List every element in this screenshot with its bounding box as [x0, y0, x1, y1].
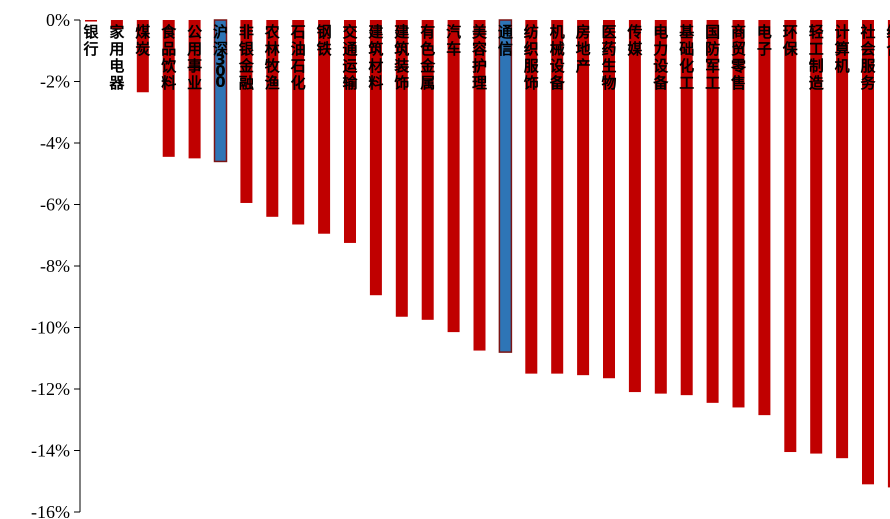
- category-label: 综合: [885, 23, 890, 58]
- bar-17: [498, 19, 513, 353]
- category-label: 汽车: [446, 23, 461, 58]
- bar-27: [758, 20, 771, 416]
- bar-16: [473, 20, 486, 351]
- category-label: 农林牧渔: [264, 23, 281, 92]
- bar-14: [421, 20, 434, 320]
- category-label: 建筑材料: [367, 23, 384, 92]
- bar-32: [887, 20, 890, 488]
- bar-12: [369, 20, 382, 296]
- y-tick-label: -10%: [31, 318, 70, 338]
- bar-23: [654, 20, 667, 394]
- category-label: 煤炭: [135, 23, 150, 58]
- y-axis: 0% -2% -4% -6% -8% -10% -12% -14% -16%: [31, 10, 81, 519]
- bar-21: [603, 20, 615, 379]
- bar-28: [784, 20, 797, 453]
- y-tick-label: 0%: [46, 10, 70, 30]
- y-tick-label: -2%: [40, 72, 70, 92]
- category-label: 建筑装饰: [393, 23, 410, 92]
- bar-20: [577, 20, 590, 376]
- category-label: 房地产: [576, 23, 591, 75]
- bar-7: [240, 20, 253, 203]
- bar-22: [628, 20, 641, 393]
- category-label: 钢铁: [317, 23, 332, 58]
- bar-19: [551, 20, 564, 374]
- bar-4: [162, 20, 175, 157]
- bar-31: [862, 20, 874, 485]
- category-label: 银行: [82, 23, 99, 58]
- y-tick-label: -12%: [31, 379, 70, 399]
- bar-1: [85, 20, 97, 22]
- category-label: 通信: [498, 23, 513, 58]
- y-tick-label: -16%: [31, 502, 70, 519]
- bar-8: [266, 20, 279, 217]
- bar-29: [810, 20, 823, 454]
- y-tick-label: -14%: [31, 441, 70, 461]
- bar-25: [706, 20, 719, 403]
- bar-2: [110, 20, 123, 30]
- category-label: 轻工制造: [809, 23, 824, 92]
- category-label: 公用事业: [187, 23, 202, 92]
- bar-6: [213, 19, 228, 163]
- category-label: 医药生物: [601, 23, 616, 92]
- category-label: 纺织服饰: [524, 23, 540, 92]
- category-label: 计算机: [835, 23, 850, 75]
- category-label: 机械设备: [549, 23, 566, 92]
- category-label: 基础化工: [678, 23, 695, 92]
- bar-11: [344, 20, 356, 243]
- bar-24: [680, 20, 693, 396]
- category-label: 食品饮料: [160, 23, 177, 92]
- category-label: 商贸零售: [730, 23, 747, 92]
- bar-18: [525, 20, 538, 374]
- y-tick-label: -6%: [40, 195, 70, 215]
- category-label: 国防军工: [705, 23, 720, 92]
- bar-5: [188, 20, 201, 159]
- category-label: 有色金属: [419, 23, 436, 92]
- bar-26: [732, 20, 745, 408]
- category-label: 家用电器: [108, 23, 125, 92]
- category-label: 电子: [757, 23, 772, 58]
- category-label: 沪深 3 0 0: [213, 23, 228, 91]
- bar-30: [836, 20, 849, 459]
- bar-9: [292, 20, 305, 225]
- bars: [85, 19, 890, 488]
- category-label: 美容护理: [471, 23, 488, 92]
- category-label: 交通运输: [342, 23, 358, 92]
- bar-15: [447, 20, 460, 333]
- category-label: 环保: [782, 23, 799, 58]
- category-label: 社会服务: [859, 23, 876, 92]
- category-label: 非银金融: [238, 23, 255, 92]
- category-label: 石油石化: [290, 23, 306, 92]
- bar-13: [395, 20, 408, 317]
- category-label: 电力设备: [652, 23, 669, 92]
- y-tick-label: -4%: [40, 133, 70, 153]
- y-tick-label: -8%: [40, 256, 70, 276]
- bar-10: [318, 20, 331, 234]
- category-label: 传媒: [626, 23, 643, 58]
- bar-3: [136, 20, 149, 93]
